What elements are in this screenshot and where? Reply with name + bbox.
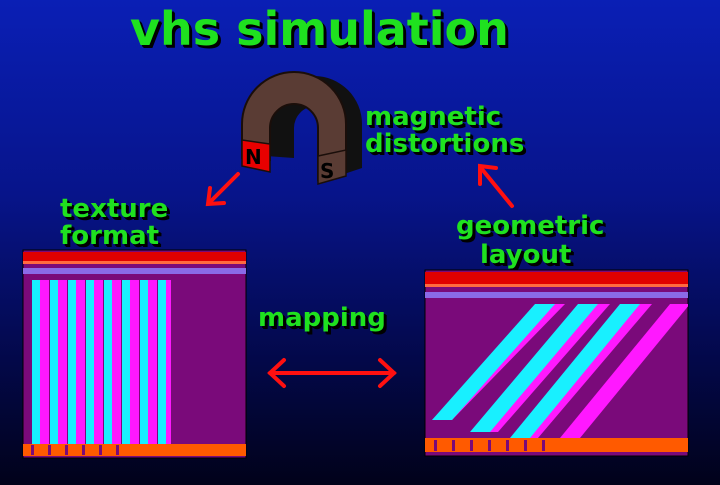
page-title: vhs simulation [130,2,509,56]
helical-tracks [432,304,688,438]
geometric-layout-panel [424,269,689,457]
mapping-label: mapping [258,303,386,333]
texture-format-label: texture format [60,196,168,250]
magnetic-label-line1: magnetic [365,102,502,132]
geometric-control-track [434,440,545,451]
horseshoe-magnet-icon: N S [241,71,362,185]
mapping-double-arrow [267,358,397,388]
arrow-magnet-to-texture [205,172,240,207]
arrow-geometric-to-magnetic [478,163,514,208]
texture-control-track [31,445,119,455]
geometric-layout-label: geometric layout [456,212,604,270]
magnetic-distortions-label: magnetic distortions [365,104,524,158]
geometric-label-line2: layout [480,240,572,270]
geometric-label-line1: geometric [456,211,605,241]
magnetic-label-line2: distortions [365,129,525,159]
magnet-south-label: S [320,159,334,183]
texture-format-panel [22,249,247,459]
texture-stripes [32,280,171,444]
texture-label-line2: format [60,221,160,251]
texture-label-line1: texture [60,194,169,224]
magnet-north-label: N [245,145,262,169]
